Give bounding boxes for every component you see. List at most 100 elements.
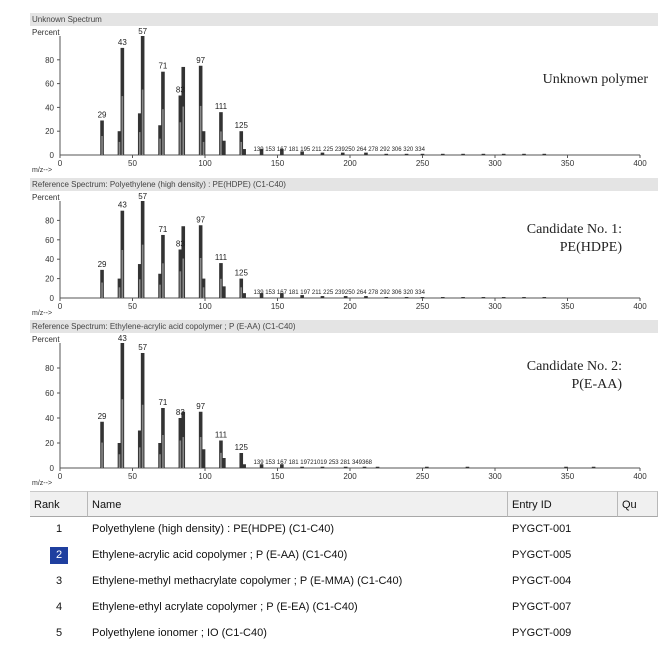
x-axis-label: m/z-->	[32, 480, 52, 487]
spectrum-peak-inner	[199, 105, 202, 155]
x-axis-label: m/z-->	[32, 167, 52, 174]
y-tick-label: 60	[45, 389, 54, 398]
x-tick-label: 100	[198, 159, 212, 168]
spectrum-peak-inner	[202, 141, 205, 155]
spectrum-peak	[300, 466, 304, 468]
spectrum-peak	[362, 466, 367, 468]
x-tick-label: 350	[561, 159, 575, 168]
y-tick-label: 60	[45, 80, 54, 89]
spectrum-peak	[461, 153, 465, 155]
column-header-rank[interactable]: Rank	[30, 491, 88, 517]
spectrum-peak-inner	[182, 437, 185, 468]
spectrum-peak	[343, 296, 348, 298]
x-tick-label: 50	[128, 302, 137, 311]
column-header-entry-id[interactable]: Entry ID	[508, 491, 618, 517]
peak-label: 125	[235, 269, 249, 278]
spectrum-peak-inner	[179, 271, 182, 298]
spectrum-peak-inner	[138, 132, 141, 155]
y-tick-label: 0	[50, 151, 55, 160]
spectrum-peak	[425, 466, 429, 468]
spectrum-peak-inner	[101, 136, 103, 155]
spectrum-peak-inner	[162, 435, 164, 468]
spectrum-peak	[522, 153, 526, 155]
spectrum-peak-inner	[101, 442, 103, 468]
x-tick-label: 100	[198, 472, 212, 481]
x-tick-label: 250	[416, 302, 430, 311]
spectrum-peak	[481, 153, 486, 155]
spectrum-peak	[501, 297, 506, 298]
spectrum-peak	[280, 149, 284, 155]
spectrum-peak-inner	[179, 440, 182, 468]
rank-cell: 1	[30, 519, 88, 540]
x-tick-label: 50	[128, 472, 137, 481]
entry-id-cell: PYGCT-009	[512, 627, 572, 639]
spectrum-peak-inner	[202, 287, 205, 298]
spectrum-peak-inner	[199, 437, 202, 468]
annotation-line: Candidate No. 2:	[526, 359, 622, 374]
x-axis-label: m/z-->	[32, 310, 52, 317]
spectrum-peak	[384, 297, 389, 298]
spectrum-peak	[404, 297, 409, 298]
column-header-quality[interactable]: Qu	[618, 491, 658, 517]
spectrum-peak-inner	[121, 399, 124, 468]
spectrum-peak	[384, 153, 389, 155]
spectrum-panel-unknown: Unknown Spectrum Percent 20 40 60 80 0 0 50 100 1…	[30, 13, 658, 175]
spectrum-peak	[501, 153, 506, 155]
name-cell: Polyethylene (high density) : PE(HDPE) (…	[92, 523, 335, 535]
x-tick-label: 300	[488, 472, 502, 481]
rank-value: 1	[55, 523, 63, 535]
spectrum-peak-inner	[121, 249, 124, 298]
annotation-line: Candidate No. 1:	[526, 222, 622, 237]
y-tick-label: 20	[45, 275, 54, 284]
rank-value: 3	[55, 575, 63, 587]
y-axis-label: Percent	[32, 28, 60, 37]
table-row[interactable]: 4 Ethylene-ethyl acrylate copolymer ; P (…	[30, 597, 658, 618]
spectrum-peak-inner	[162, 109, 164, 155]
spectrum-peak	[441, 297, 445, 298]
spectrum-peak	[481, 297, 486, 298]
spectrum-peak	[239, 453, 244, 468]
peak-label: 43	[118, 334, 127, 343]
y-tick-label: 0	[50, 294, 55, 303]
x-tick-label: 150	[271, 472, 285, 481]
spectrum-peak-inner	[138, 447, 141, 468]
spectrum-peak	[242, 149, 246, 155]
spectrum-peak-inner	[220, 278, 222, 298]
spectrum-title: Reference Spectrum: Polyethylene (high d…	[30, 178, 658, 191]
spectrum-peak-inner	[101, 282, 103, 298]
spectrum-peak	[364, 152, 368, 155]
spectrum-peak-inner	[141, 244, 144, 298]
spectrum-peak-inner	[118, 141, 121, 155]
table-row[interactable]: 2 Ethylene-acrylic acid copolymer ; P (E-…	[30, 545, 658, 566]
peak-label-series: 139 153 167 181 197 211 225 239250 264 2…	[254, 290, 426, 296]
y-tick-label: 40	[45, 103, 54, 112]
column-header-name[interactable]: Name	[88, 491, 508, 517]
x-tick-label: 150	[271, 159, 285, 168]
y-tick-label: 60	[45, 236, 54, 245]
y-tick-label: 80	[45, 56, 54, 65]
peak-label: 125	[235, 121, 249, 130]
spectrum-peak-inner	[159, 454, 161, 468]
spectrum-peak	[591, 466, 596, 468]
name-cell: Ethylene-methyl methacrylate copolymer ;…	[92, 575, 403, 587]
name-cell: Ethylene-acrylic acid copolymer ; P (E-A…	[92, 549, 348, 561]
x-tick-label: 200	[343, 159, 357, 168]
x-tick-label: 350	[561, 472, 575, 481]
spectrum-peak	[375, 466, 380, 468]
x-tick-label: 350	[561, 302, 575, 311]
spectrum-peak	[542, 153, 547, 155]
table-row[interactable]: 5 Polyethylene ionomer ; IO (C1-C40) PYGCT…	[30, 623, 658, 644]
entry-id-cell: PYGCT-007	[512, 601, 572, 613]
spectrum-peak	[259, 293, 264, 298]
table-row[interactable]: 1 Polyethylene (high density) : PE(HDPE) …	[30, 519, 658, 540]
y-tick-label: 40	[45, 414, 54, 423]
peak-label: 29	[98, 412, 107, 421]
spectrum-peak	[364, 296, 368, 298]
peak-label: 83	[176, 408, 185, 417]
peak-label: 43	[118, 201, 127, 210]
rank-cell: 4	[30, 597, 88, 618]
rank-value: 4	[55, 601, 63, 613]
annotation-line: P(E-AA)	[571, 377, 622, 392]
peak-label: 111	[215, 253, 228, 262]
table-row[interactable]: 3 Ethylene-methyl methacrylate copolymer …	[30, 571, 658, 592]
